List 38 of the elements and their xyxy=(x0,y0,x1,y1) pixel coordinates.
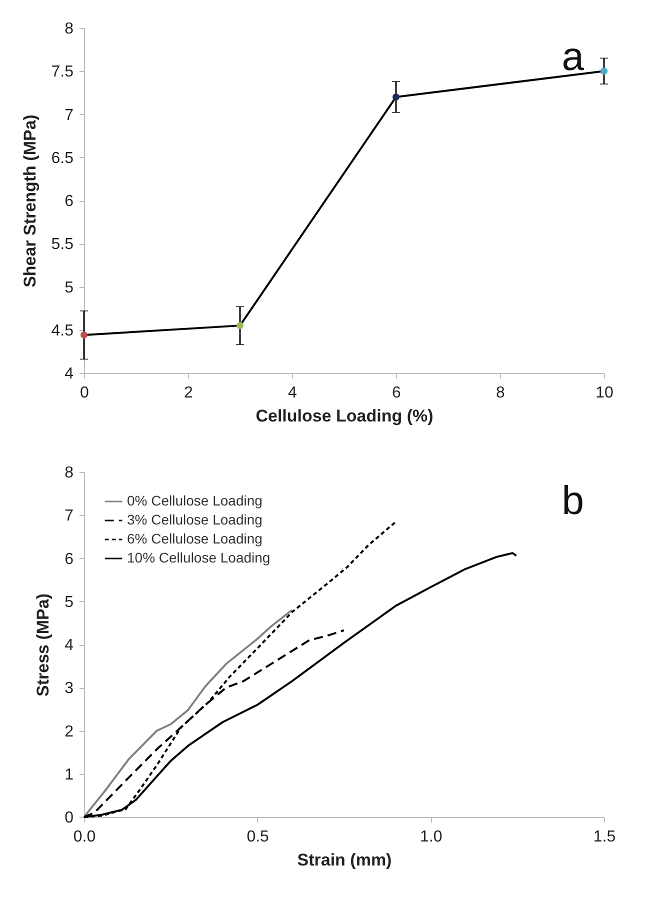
x-axis-title: Cellulose Loading (%) xyxy=(256,406,434,426)
y-tick-label: 7 xyxy=(64,508,74,525)
x-tick-label: 4 xyxy=(288,384,298,402)
x-tick-label: 0.5 xyxy=(246,828,270,846)
x-tick-label: 6 xyxy=(392,384,402,402)
y-tick-label: 1 xyxy=(64,766,74,784)
annotation: b xyxy=(562,479,584,523)
x-tick-label: 0 xyxy=(80,384,90,402)
y-tick-label: 4 xyxy=(64,637,74,654)
y-tick-label: 5 xyxy=(64,279,74,296)
y-tick-label: 0 xyxy=(64,810,74,826)
y-tick-label: 4.5 xyxy=(51,322,74,340)
legend-label: 10% Cellulose Loading xyxy=(127,550,270,566)
y-tick-label: 3 xyxy=(64,680,74,698)
x-tick-label: 1.5 xyxy=(593,828,616,846)
y-tick-label: 8 xyxy=(64,20,74,38)
y-axis-title: Stress (MPa) xyxy=(34,594,53,696)
y-tick-label: 4 xyxy=(64,366,74,382)
x-tick-label: 0.0 xyxy=(73,828,96,846)
x-tick-label: 10 xyxy=(596,384,614,402)
legend-label: 0% Cellulose Loading xyxy=(127,492,262,508)
y-tick-label: 7.5 xyxy=(51,64,74,81)
y-tick-label: 6 xyxy=(64,193,74,210)
y-tick-label: 5 xyxy=(64,594,74,611)
legend-label: 3% Cellulose Loading xyxy=(127,512,262,528)
legend-label: 6% Cellulose Loading xyxy=(127,530,262,546)
x-tick-label: 1.0 xyxy=(420,828,442,846)
y-tick-label: 6.5 xyxy=(51,150,74,167)
y-tick-label: 6 xyxy=(64,550,74,568)
x-tick-label: 8 xyxy=(496,384,506,402)
y-axis-title: Shear Strength (MPa) xyxy=(20,114,40,288)
y-tick-label: 7 xyxy=(64,106,74,124)
y-tick-label: 2 xyxy=(64,723,74,740)
annotation: a xyxy=(562,35,585,79)
x-tick-label: 2 xyxy=(184,384,194,402)
y-tick-label: 5.5 xyxy=(51,236,74,254)
x-axis-title: Strain (mm) xyxy=(297,850,392,870)
y-tick-label: 8 xyxy=(64,464,74,482)
